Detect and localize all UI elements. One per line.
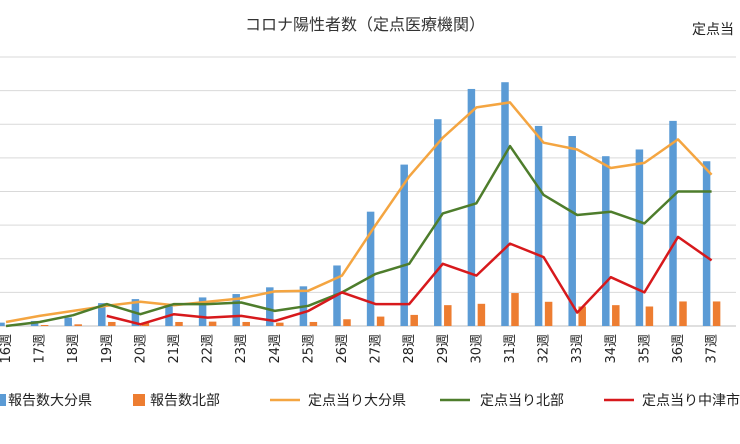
bar-oita — [635, 149, 644, 326]
bar-oita — [467, 88, 476, 326]
bar-oita — [232, 294, 240, 326]
x-tick-label: 24週 — [268, 334, 283, 364]
bar-hokubu — [410, 314, 418, 326]
right-axis-label: 定点当 — [692, 22, 734, 38]
bar-hokubu — [343, 319, 351, 326]
bar-hokubu — [208, 321, 217, 326]
bar-oita — [568, 136, 576, 326]
bar-hokubu — [40, 324, 49, 326]
bar-hokubu — [477, 303, 486, 326]
series-line-2 — [106, 235, 713, 326]
legend-swatch — [133, 394, 145, 406]
bar-hokubu — [108, 321, 116, 326]
x-tick-label: 33週 — [570, 334, 585, 364]
bar-oita — [198, 297, 207, 326]
x-tick-label: 27週 — [369, 334, 384, 364]
x-tick-label: 31週 — [503, 334, 518, 364]
x-tick-label: 34週 — [604, 334, 619, 364]
bar-hokubu — [376, 316, 385, 326]
series-line-0 — [5, 101, 713, 324]
bar-oita — [98, 303, 106, 326]
x-tick-label: 16週 — [0, 334, 14, 364]
legend-label: 報告数北部 — [150, 393, 220, 409]
bar-hokubu — [276, 322, 284, 326]
bar-hokubu — [242, 321, 250, 326]
x-tick-label: 37週 — [705, 334, 720, 364]
x-tick-label: 19週 — [100, 334, 115, 364]
x-tick-label: 22週 — [201, 334, 216, 364]
legend-label: 報告数大分県 — [8, 393, 92, 409]
x-tick-label: 25週 — [301, 334, 316, 364]
x-tick-label: 32週 — [537, 334, 552, 364]
bar-oita — [501, 82, 509, 326]
series-line-1 — [5, 144, 712, 328]
line-marks — [5, 101, 713, 328]
x-tick-label: 26週 — [335, 334, 350, 364]
bar-oita — [366, 211, 375, 326]
bar-hokubu — [511, 293, 519, 326]
legend-swatch — [0, 394, 6, 406]
bar-hokubu — [712, 301, 721, 326]
bar-oita — [534, 125, 543, 327]
bar-hokubu — [679, 301, 687, 326]
x-tick-labels: 16週 17週 18週 19週 20週 21週 22週 23週 24週 25週 26週 27週 28週 2… — [0, 334, 720, 364]
bar-hokubu — [578, 306, 586, 326]
bar-hokubu — [645, 306, 654, 326]
legend: 報告数大分県 報告数北部 定点当り大分県 定点当り北部 定点当り中津市 — [0, 392, 740, 409]
x-tick-label: 28週 — [402, 334, 417, 364]
bar-oita — [702, 161, 711, 326]
legend-label: 定点当り大分県 — [308, 393, 406, 409]
grid-lines — [0, 56, 736, 327]
x-tick-label: 36週 — [671, 334, 686, 364]
x-tick-label: 23週 — [234, 334, 249, 364]
bar-hokubu — [444, 305, 452, 326]
x-tick-label: 18週 — [66, 334, 81, 364]
x-tick-label: 30週 — [469, 334, 484, 364]
bar-oita — [669, 120, 677, 326]
legend-label: 定点当り北部 — [480, 393, 564, 409]
x-tick-label: 17週 — [33, 334, 48, 364]
bar-oita — [400, 164, 408, 326]
chart-title: コロナ陽性者数（定点医療機関） — [245, 15, 485, 34]
bar-oita — [266, 287, 274, 326]
x-tick-label: 35週 — [637, 334, 652, 364]
bar-hokubu — [74, 324, 82, 326]
legend-label: 定点当り中津市 — [642, 392, 740, 409]
bar-hokubu — [141, 322, 150, 326]
bar-oita — [0, 322, 5, 326]
x-tick-label: 21週 — [167, 334, 182, 364]
bar-hokubu — [544, 301, 553, 326]
bar-marks — [0, 82, 721, 327]
bar-oita — [64, 317, 72, 326]
bar-hokubu — [309, 321, 318, 326]
x-tick-label: 29週 — [436, 334, 451, 364]
bar-hokubu — [175, 321, 183, 326]
x-tick-label: 20週 — [133, 334, 148, 364]
bar-hokubu — [612, 305, 620, 326]
bar-oita — [602, 156, 610, 326]
